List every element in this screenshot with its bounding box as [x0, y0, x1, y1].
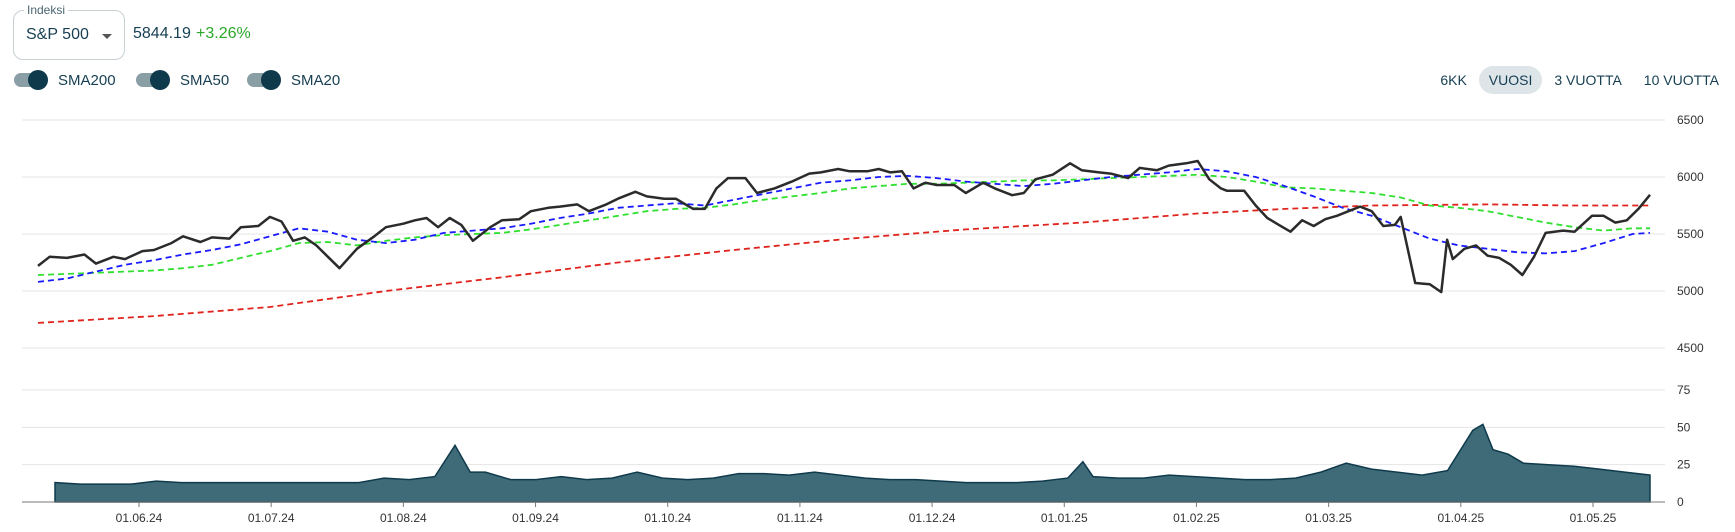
- x-tick-label: 01.03.25: [1305, 511, 1352, 525]
- range-vuosi-button[interactable]: VUOSI: [1478, 66, 1543, 94]
- sma50-line: [37, 168, 1651, 283]
- x-tick-label: 01.12.24: [909, 511, 956, 525]
- x-tick-label: 01.01.25: [1041, 511, 1088, 525]
- x-tick-label: 01.07.24: [248, 511, 295, 525]
- x-tick-label: 01.05.25: [1570, 511, 1617, 525]
- x-tick-label: 01.02.25: [1173, 511, 1220, 525]
- range-selector: 6KK VUOSI 3 VUOTTA 10 VUOTTA: [1428, 66, 1729, 94]
- toggle-track: [247, 70, 281, 90]
- sma20-toggle-label: SMA20: [291, 71, 341, 89]
- price-line: [37, 159, 1651, 294]
- toggle-track: [136, 70, 170, 90]
- range-6kk-button[interactable]: 6KK: [1440, 72, 1467, 88]
- index-select-label: Indeksi: [24, 3, 69, 17]
- index-select-value: S&P 500: [26, 26, 89, 43]
- sma50-toggle-label: SMA50: [180, 71, 230, 89]
- toggle-knob: [150, 70, 170, 90]
- toggle-knob: [28, 70, 48, 90]
- sma20-line: [37, 173, 1650, 276]
- volume-area: [54, 423, 1651, 503]
- index-change: +3.26%: [196, 25, 251, 42]
- x-tick-label: 01.06.24: [116, 511, 163, 525]
- sma200-line: [37, 203, 1650, 324]
- toggle-track: [14, 70, 48, 90]
- y-tick-label: 5000: [1677, 284, 1704, 298]
- x-tick-label: 01.04.25: [1437, 511, 1484, 525]
- sma200-toggle-label: SMA200: [58, 71, 116, 89]
- volume-y-tick-label: 75: [1677, 383, 1691, 397]
- range-3-vuotta-button[interactable]: 3 VUOTTA: [1554, 72, 1622, 88]
- index-price: 5844.19: [133, 25, 191, 42]
- volume-y-tick-label: 50: [1677, 420, 1691, 434]
- toggle-knob: [261, 70, 281, 90]
- y-tick-label: 4500: [1677, 341, 1704, 355]
- volume-y-tick-label: 25: [1677, 458, 1691, 472]
- x-tick-label: 01.10.24: [644, 511, 691, 525]
- sma50-toggle[interactable]: SMA50: [136, 70, 229, 90]
- x-tick-label: 01.08.24: [380, 511, 427, 525]
- range-10-vuotta-button[interactable]: 10 VUOTTA: [1643, 72, 1719, 88]
- y-tick-label: 6500: [1677, 113, 1704, 127]
- x-tick-label: 01.09.24: [512, 511, 559, 525]
- sma200-toggle[interactable]: SMA200: [14, 70, 116, 90]
- y-tick-label: 5500: [1677, 227, 1704, 241]
- sma20-toggle[interactable]: SMA20: [247, 70, 340, 90]
- x-tick-label: 01.11.24: [777, 511, 823, 525]
- volume-y-tick-label: 0: [1677, 495, 1684, 509]
- chevron-down-icon: [102, 34, 112, 39]
- y-tick-label: 6000: [1677, 170, 1704, 184]
- index-select[interactable]: Indeksi S&P 500: [13, 3, 125, 60]
